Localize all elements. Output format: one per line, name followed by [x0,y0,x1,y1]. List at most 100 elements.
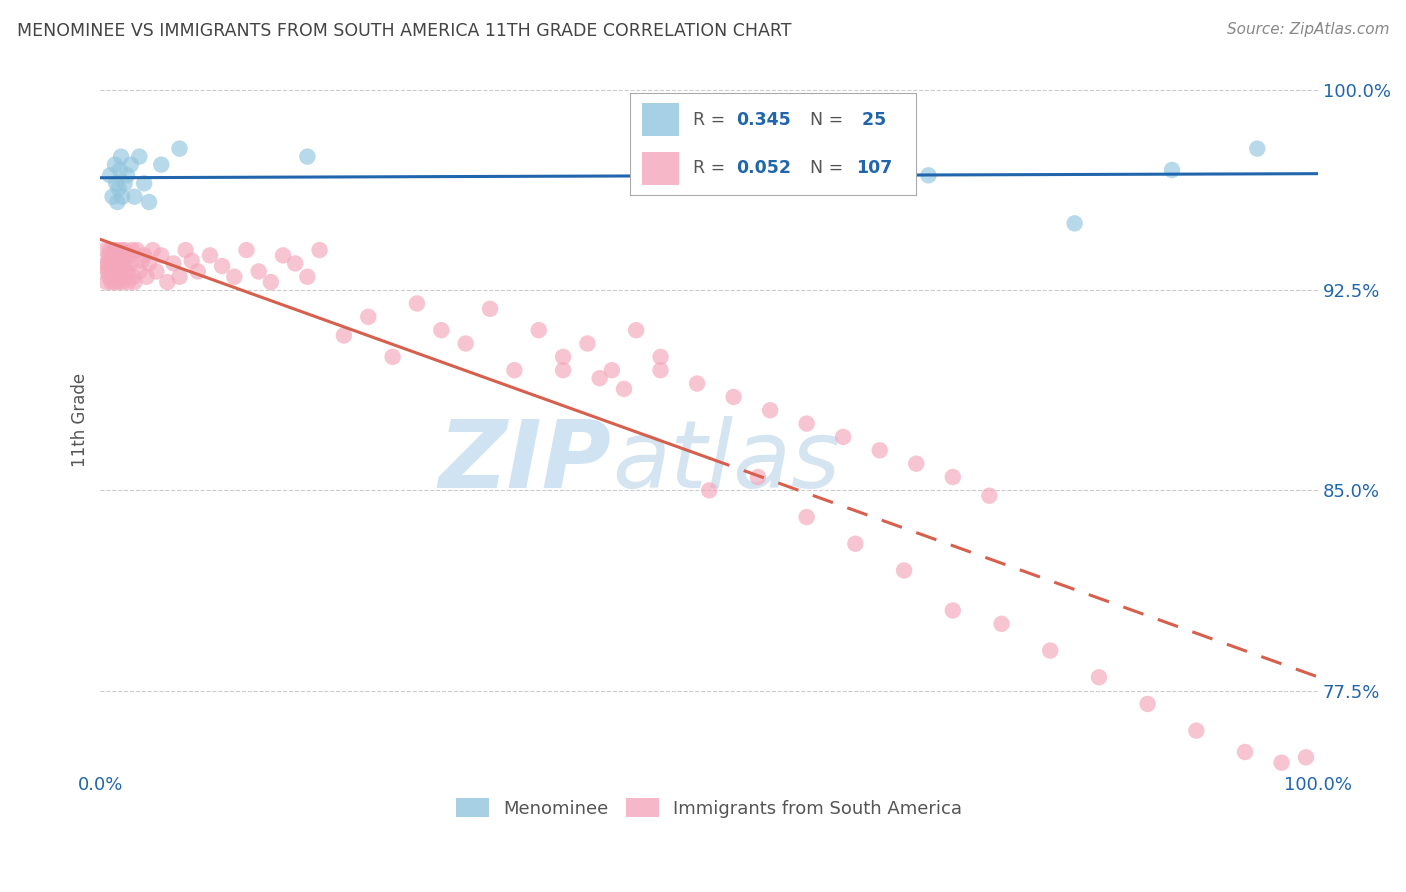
Point [990,616,1012,631]
Point [1234,745,1257,759]
Point [284,256,307,270]
Point [94,243,117,257]
Point [747,470,769,484]
Point [1295,750,1317,764]
Point [553,363,575,377]
Point [759,177,782,191]
Point [105,269,128,284]
Point [101,248,124,262]
Point [101,189,124,203]
Text: atlas: atlas [612,417,839,508]
Point [134,248,156,262]
Point [105,248,128,262]
Point [105,259,128,273]
Point [1039,643,1062,657]
Point [111,275,134,289]
Point [198,248,221,262]
Point [588,371,610,385]
Point [131,253,153,268]
Point [905,457,928,471]
Point [97,248,120,262]
Point [1136,697,1159,711]
Point [297,269,319,284]
Point [454,336,477,351]
Point [138,194,160,209]
Point [1271,756,1294,770]
Point [118,248,141,262]
Point [1088,670,1111,684]
Point [110,264,132,278]
Point [1246,142,1268,156]
Point [247,264,270,278]
Point [128,150,150,164]
Point [115,264,138,278]
Point [115,256,138,270]
Point [114,177,136,191]
Point [134,177,156,191]
Point [650,350,672,364]
Point [333,328,356,343]
Point [120,256,142,270]
Point [553,350,575,364]
Point [107,182,129,196]
Point [650,363,672,377]
Point [108,269,131,284]
Text: ZIP: ZIP [439,416,612,508]
Point [624,323,647,337]
Point [120,158,142,172]
Point [112,253,135,268]
Point [430,323,453,337]
Point [107,275,129,289]
Point [111,189,134,203]
Point [271,248,294,262]
Point [174,243,197,257]
Point [103,256,125,270]
Point [942,470,965,484]
Point [942,603,965,617]
Point [1185,723,1208,738]
Point [169,269,191,284]
Point [124,275,146,289]
Point [96,256,118,270]
Point [479,301,502,316]
Point [503,363,526,377]
Point [104,275,127,289]
Point [101,269,124,284]
Point [98,169,121,183]
Point [108,248,131,262]
Point [869,443,891,458]
Point [107,256,129,270]
Point [135,269,157,284]
Point [1161,163,1184,178]
Point [406,296,429,310]
Point [111,259,134,273]
Point [224,269,246,284]
Point [381,350,404,364]
Point [917,169,939,183]
Point [357,310,380,324]
Point [844,537,866,551]
Point [104,253,127,268]
Point [114,269,136,284]
Point [110,150,132,164]
Point [156,275,179,289]
Point [832,430,855,444]
Point [97,269,120,284]
Point [142,243,165,257]
Point [979,489,1001,503]
Point [576,336,599,351]
Text: MENOMINEE VS IMMIGRANTS FROM SOUTH AMERICA 11TH GRADE CORRELATION CHART: MENOMINEE VS IMMIGRANTS FROM SOUTH AMERI… [17,22,792,40]
Point [97,264,120,278]
Point [820,150,842,164]
Point [105,177,128,191]
Point [211,259,233,273]
Point [1063,216,1085,230]
Point [108,163,131,178]
Point [93,259,115,273]
Point [150,248,173,262]
Point [122,269,145,284]
Point [162,256,184,270]
Point [180,253,202,268]
Point [124,189,146,203]
Point [103,243,125,257]
